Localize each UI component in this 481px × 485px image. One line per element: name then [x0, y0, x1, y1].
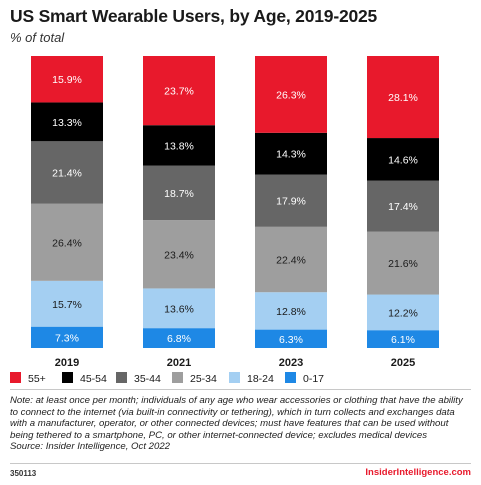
- bar-segment: [255, 56, 327, 133]
- data-label: 18.7%: [164, 188, 194, 200]
- data-label: 28.1%: [388, 92, 418, 104]
- data-label: 13.3%: [52, 117, 82, 129]
- data-label: 23.4%: [164, 249, 194, 261]
- data-label: 21.4%: [52, 168, 82, 180]
- legend-label: 35-44: [134, 373, 161, 385]
- bar-segment: [31, 102, 103, 142]
- x-tick-label: 2025: [391, 357, 415, 369]
- bar-segment: [143, 220, 215, 289]
- data-label: 13.6%: [164, 303, 194, 315]
- bar-segment: [255, 132, 327, 175]
- legend-swatch: [10, 372, 21, 383]
- bar-segment: [255, 292, 327, 330]
- data-label: 26.3%: [276, 89, 306, 101]
- x-tick-label: 2021: [167, 357, 191, 369]
- data-label: 6.8%: [167, 333, 191, 345]
- bar-segment: [31, 326, 103, 348]
- source-text: Source: Insider Intelligence, Oct 2022: [10, 441, 170, 453]
- brand-link[interactable]: InsiderIntelligence.com: [365, 467, 471, 478]
- data-label: 15.7%: [52, 299, 82, 311]
- data-label: 6.1%: [391, 334, 415, 346]
- data-label: 14.6%: [388, 154, 418, 166]
- stacked-bar-chart: 7.3% 15.7% 26.4% 21.4% 13.3% 15.9% 2019 6.8% 13.…: [10, 56, 439, 385]
- footer-divider: [10, 463, 471, 464]
- bar-segment: [31, 56, 103, 103]
- bar-segment: [31, 203, 103, 281]
- bar-segment: [367, 330, 439, 348]
- bar-segment: [143, 328, 215, 348]
- note-text: Note: at least once per month; individua…: [10, 395, 463, 441]
- data-label: 6.3%: [279, 334, 303, 346]
- bar-segment: [367, 138, 439, 181]
- bar-segment: [255, 174, 327, 227]
- bar-segment: [255, 226, 327, 293]
- legend-label: 55+: [28, 373, 46, 385]
- data-label: 13.8%: [164, 140, 194, 152]
- legend-swatch: [229, 372, 240, 383]
- data-label: 17.9%: [276, 196, 306, 208]
- bar-segment: [31, 141, 103, 204]
- data-label: 17.4%: [388, 201, 418, 213]
- data-label: 23.7%: [164, 86, 194, 98]
- data-label: 12.2%: [388, 307, 418, 319]
- legend-swatch: [172, 372, 183, 383]
- data-label: 21.6%: [388, 258, 418, 270]
- legend-label: 45-54: [80, 373, 107, 385]
- bar-segment: [143, 165, 215, 221]
- legend-swatch: [62, 372, 73, 383]
- bar-segment: [367, 231, 439, 295]
- legend-swatch: [285, 372, 296, 383]
- legend-label: 25-34: [190, 373, 217, 385]
- chart-notes: Note: at least once per month; individua…: [10, 395, 472, 453]
- chart-title: US Smart Wearable Users, by Age, 2019-20…: [10, 6, 378, 26]
- data-label: 15.9%: [52, 74, 82, 86]
- x-tick-label: 2023: [279, 357, 303, 369]
- data-label: 12.8%: [276, 306, 306, 318]
- bar-segment: [255, 329, 327, 348]
- data-label: 7.3%: [55, 332, 79, 344]
- bar-segment: [367, 56, 439, 139]
- bar-segment: [31, 280, 103, 327]
- bar-segment: [367, 294, 439, 331]
- data-label: 26.4%: [52, 237, 82, 249]
- chart-subtitle: % of total: [10, 30, 65, 45]
- bar-segment: [143, 125, 215, 166]
- data-label: 14.3%: [276, 149, 306, 161]
- bar-segment: [367, 180, 439, 232]
- bar-segment: [143, 56, 215, 126]
- chart-id: 350113: [10, 469, 37, 478]
- legend-label: 0-17: [303, 373, 324, 385]
- data-label: 22.4%: [276, 255, 306, 267]
- x-tick-label: 2019: [55, 357, 79, 369]
- legend-label: 18-24: [247, 373, 274, 385]
- legend-swatch: [116, 372, 127, 383]
- bar-segment: [143, 288, 215, 329]
- note-divider: [10, 389, 471, 390]
